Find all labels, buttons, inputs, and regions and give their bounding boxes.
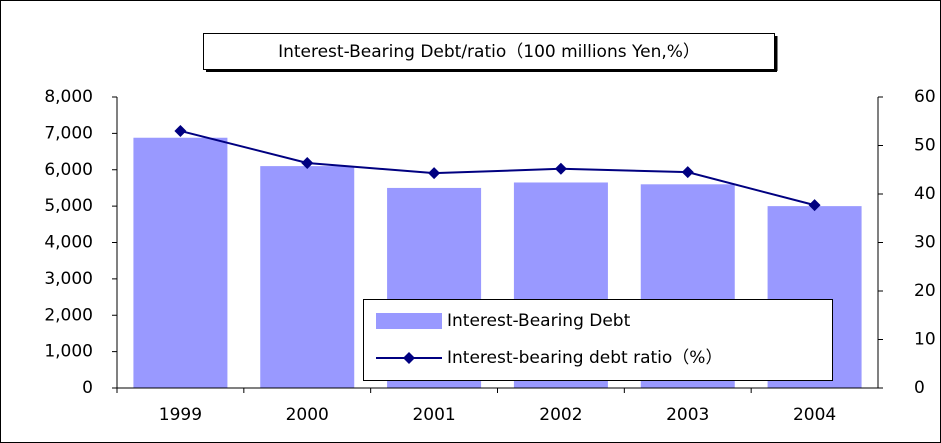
x-tick-label: 2001	[412, 405, 455, 425]
line	[180, 129, 815, 207]
marker	[301, 156, 314, 169]
y-tick-label: 6,000	[44, 160, 93, 180]
legend-marker	[403, 352, 415, 364]
y-tick-label: 5,000	[44, 196, 93, 216]
marker	[554, 162, 567, 175]
marker	[428, 167, 441, 180]
title-box	[203, 33, 775, 70]
legend-label: Interest-Bearing Debt	[447, 311, 631, 331]
x-tick-label: 2004	[793, 405, 836, 425]
marker	[808, 199, 821, 212]
y-tick-label: 1,000	[44, 342, 93, 362]
y-tick-label: 3,000	[44, 269, 93, 289]
marker	[681, 166, 694, 179]
legend-swatch	[376, 313, 442, 329]
y-tick-label: 2,000	[44, 305, 93, 325]
marker	[174, 124, 187, 137]
bar	[133, 137, 228, 388]
y-tick-label: 7,000	[44, 123, 93, 143]
y2-tick-label: 20	[914, 281, 936, 301]
y2-tick-label: 50	[914, 136, 936, 156]
bar	[260, 166, 355, 388]
y2-tick-label: 40	[914, 184, 936, 204]
x-tick-label: 1999	[159, 405, 202, 425]
y2-tick-label: 0	[914, 378, 925, 398]
y2-tick-label: 10	[914, 330, 936, 350]
x-tick-label: 2000	[286, 405, 329, 425]
chart-title: Interest-Bearing Debt/ratio（100 millions…	[278, 42, 700, 62]
y2-tick-label: 30	[914, 233, 936, 253]
y-tick-label: 4,000	[44, 233, 93, 253]
y-tick-label: 0	[82, 378, 93, 398]
y2-tick-label: 60	[914, 87, 936, 107]
legend-label: Interest-bearing debt ratio（%）	[447, 348, 722, 368]
y-tick-label: 8,000	[44, 87, 93, 107]
x-tick-label: 2003	[666, 405, 709, 425]
x-tick-label: 2002	[539, 405, 582, 425]
